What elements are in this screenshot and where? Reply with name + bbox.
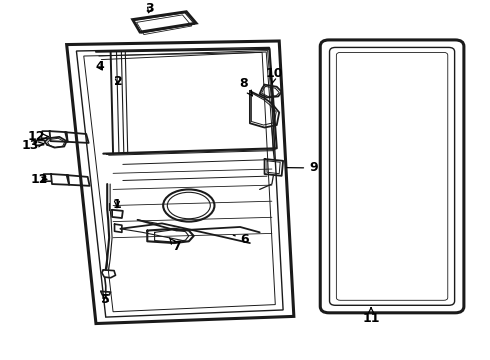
Text: 12: 12 <box>27 130 49 143</box>
Text: 1: 1 <box>113 198 122 211</box>
Text: 10: 10 <box>266 67 283 83</box>
Text: 2: 2 <box>114 75 122 87</box>
Text: 4: 4 <box>95 59 104 72</box>
Text: 12: 12 <box>31 173 49 186</box>
Text: 6: 6 <box>233 233 249 246</box>
Text: 13: 13 <box>22 139 44 152</box>
Text: 9: 9 <box>287 162 318 175</box>
Text: 7: 7 <box>170 238 181 253</box>
Text: 11: 11 <box>362 308 380 325</box>
FancyBboxPatch shape <box>320 40 464 313</box>
Ellipse shape <box>163 189 215 222</box>
Text: 3: 3 <box>146 2 154 15</box>
Text: 8: 8 <box>239 77 252 96</box>
Text: 5: 5 <box>101 293 110 306</box>
